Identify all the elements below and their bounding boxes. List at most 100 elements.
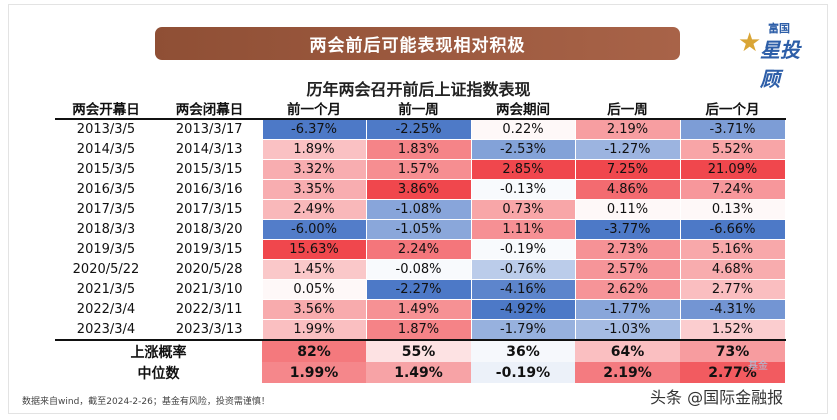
summary-cell: 73% (680, 339, 785, 362)
date-cell: 2015/3/15 (175, 162, 243, 177)
summary-cell: 36% (471, 339, 575, 362)
header-month-after: 后一个月 (680, 98, 785, 120)
header-close-date: 两会闭幕日 (157, 98, 262, 120)
table-row: 2015/3/5 2015/3/15 3.32% 1.57% 2.85% 7.25% 21.… (55, 159, 786, 180)
value-cell: 2.49% (261, 199, 367, 220)
summary-cell: 55% (366, 339, 471, 362)
value-cell: 1.99% (261, 319, 367, 341)
table-row: 2013/3/5 2013/3/17 -6.37% -2.25% 0.22% 2.19% -… (55, 118, 786, 140)
value-cell: -1.05% (365, 219, 472, 240)
date-cell: 2017/3/15 (175, 202, 243, 217)
value-cell: 2.24% (365, 239, 472, 260)
value-cell: 2.62% (574, 279, 681, 300)
value-cell: 2.77% (679, 279, 786, 300)
date-cell: 2016/3/5 (76, 182, 136, 197)
logo-top-text: 富国 (768, 22, 790, 35)
value-cell: 0.73% (470, 199, 576, 220)
summary-cell: 2.19% (575, 362, 680, 383)
value-cell: 4.68% (679, 259, 786, 280)
summary-cell: 1.99% (262, 362, 366, 383)
value-cell: 1.83% (365, 139, 472, 160)
value-cell: 7.25% (574, 159, 681, 180)
value-cell: -4.16% (470, 279, 576, 300)
summary-cell: 2.77% (680, 362, 785, 383)
value-cell: -0.76% (470, 259, 576, 280)
value-cell: 21.09% (679, 159, 786, 180)
summary-label: 上涨概率 (55, 339, 262, 362)
header-during: 两会期间 (471, 98, 575, 120)
date-cell: 2023/3/13 (175, 321, 243, 337)
brand-logo: ★ 富国 星投顾 (738, 18, 818, 91)
table-row: 2019/3/5 2019/3/15 15.63% 2.24% -0.19% 2.73% 5… (55, 239, 786, 260)
value-cell: -1.27% (574, 139, 681, 160)
value-cell: 5.16% (679, 239, 786, 260)
date-cell: 2021/3/5 (76, 282, 136, 297)
value-cell: -1.08% (365, 199, 472, 220)
header-week-after: 后一周 (575, 98, 680, 120)
value-cell: -4.31% (679, 299, 786, 320)
header-month-before: 前一个月 (262, 98, 366, 120)
value-cell: 2.57% (574, 259, 681, 280)
header-week-before: 前一周 (366, 98, 471, 120)
summary-label: 中位数 (137, 365, 180, 382)
value-cell: 1.45% (261, 259, 367, 280)
value-cell: 2.19% (574, 118, 681, 140)
value-cell: -2.27% (365, 279, 472, 300)
summary-row-probability: 上涨概率 82% 55% 36% 64% 73% (55, 339, 785, 362)
summary-cell: -0.19% (471, 362, 575, 383)
date-cell: 2014/3/13 (175, 142, 243, 157)
date-cell: 2019/3/15 (175, 242, 243, 257)
table-row: 2018/3/3 2018/3/20 -6.00% -1.05% 1.11% -3.77%… (55, 219, 786, 240)
footnote: 数据来自wind，截至2024-2-26；基金有风险，投资需谨慎！ (22, 397, 270, 407)
logo-main-text: 星投顾 (760, 38, 800, 91)
value-cell: -1.03% (574, 319, 681, 341)
header-open-date: 两会开幕日 (55, 98, 157, 120)
value-cell: -4.92% (470, 299, 576, 320)
date-cell: 2018/3/20 (175, 222, 243, 237)
date-cell: 2014/3/5 (76, 142, 136, 157)
value-cell: 1.11% (470, 219, 576, 240)
value-cell: 3.86% (365, 179, 472, 200)
value-cell: -1.79% (470, 319, 576, 341)
table-row: 2023/3/4 2023/3/13 1.99% 1.87% -1.79% -1.03% 1… (55, 319, 786, 341)
table-row: 2022/3/4 2022/3/11 3.56% 1.49% -4.92% -1.77% -… (55, 299, 786, 320)
summary-cell: 64% (575, 339, 680, 362)
value-cell: 2.85% (470, 159, 576, 180)
date-cell: 2016/3/16 (175, 182, 243, 197)
date-cell: 2018/3/3 (76, 222, 136, 237)
value-cell: -0.19% (470, 239, 576, 260)
value-cell: -0.13% (470, 179, 576, 200)
value-cell: -3.71% (679, 118, 786, 140)
value-cell: 0.11% (574, 199, 681, 220)
value-cell: -6.37% (261, 118, 367, 140)
value-cell: 4.86% (574, 179, 681, 200)
summary-row-median: 中位数 1.99% 1.49% -0.19% 2.19% 2.77% (55, 362, 785, 383)
table-row: 2014/3/5 2014/3/13 1.89% 1.83% -2.53% -1.27% 5… (55, 139, 786, 160)
value-cell: 7.24% (679, 179, 786, 200)
date-cell: 2023/3/4 (76, 321, 136, 337)
value-cell: -6.66% (679, 219, 786, 240)
date-cell: 2022/3/11 (175, 302, 243, 317)
watermark-fund: 基金 (748, 361, 768, 372)
date-cell: 2017/3/5 (76, 202, 136, 217)
value-cell: -2.25% (365, 118, 472, 140)
value-cell: -1.77% (574, 299, 681, 320)
table-row: 2021/3/5 2021/3/10 0.05% -2.27% -4.16% 2.62% 2… (55, 279, 786, 300)
date-cell: 2022/3/4 (76, 302, 136, 317)
date-cell: 2013/3/17 (175, 122, 243, 138)
date-cell: 2020/5/22 (72, 262, 140, 277)
value-cell: 2.73% (574, 239, 681, 260)
date-cell: 2015/3/5 (76, 162, 136, 177)
table-row: 2016/3/5 2016/3/16 3.35% 3.86% -0.13% 4.86% 7.… (55, 179, 786, 200)
table-header-row: 两会开幕日 两会闭幕日 前一个月 前一周 两会期间 后一周 后一个月 (55, 98, 785, 120)
banner-title: 两会前后可能表现相对积极 (155, 27, 680, 60)
value-cell: 0.05% (261, 279, 367, 300)
value-cell: 0.13% (679, 199, 786, 220)
value-cell: 1.49% (365, 299, 472, 320)
value-cell: -2.53% (470, 139, 576, 160)
watermark: 头条 @国际金融报 (650, 388, 784, 407)
value-cell: -0.08% (365, 259, 472, 280)
table-row: 2020/5/22 2020/5/28 1.45% -0.08% -0.76% 2.57%… (55, 259, 786, 280)
date-cell: 2013/3/5 (76, 122, 136, 138)
value-cell: 3.35% (261, 179, 367, 200)
